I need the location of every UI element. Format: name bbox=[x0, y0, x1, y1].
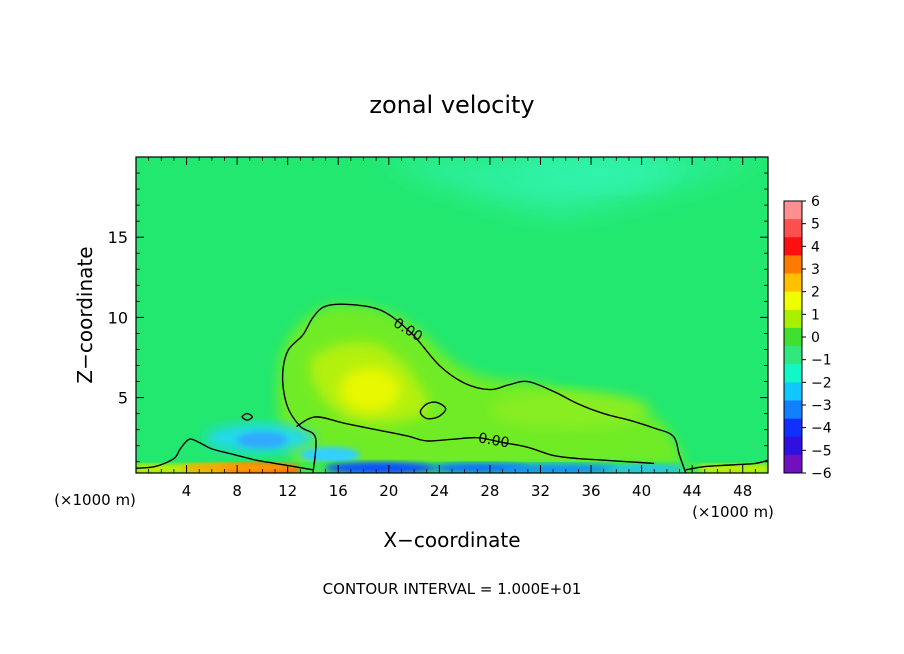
colorbar-label: 2 bbox=[811, 285, 820, 301]
colorbar-swatch bbox=[784, 273, 802, 292]
jet-core bbox=[340, 368, 400, 412]
colorbar-swatch bbox=[784, 346, 802, 365]
colorbar-label: −2 bbox=[811, 375, 832, 391]
colorbar-label: 6 bbox=[811, 194, 820, 210]
colorbar-swatch bbox=[784, 418, 802, 438]
colorbar-label: 0 bbox=[811, 330, 820, 346]
surface-negative-d bbox=[605, 465, 685, 473]
colorbar-swatch bbox=[784, 291, 802, 311]
colorbar-swatch bbox=[784, 327, 802, 347]
colorbar-swatch bbox=[784, 201, 802, 220]
low-negative-mid bbox=[300, 447, 360, 463]
colorbar-swatch bbox=[784, 436, 802, 456]
colorbar-label: −4 bbox=[811, 421, 832, 437]
x-tick-label: 8 bbox=[232, 482, 242, 500]
surface-positive-right bbox=[700, 465, 768, 473]
zero-contour-left bbox=[136, 438, 314, 471]
low-negative-left-core bbox=[237, 432, 287, 448]
positive-tail bbox=[490, 392, 650, 428]
y-tick-label: 5 bbox=[118, 389, 128, 408]
surface-negative-a bbox=[325, 462, 435, 473]
zero-contour-lower bbox=[296, 416, 655, 465]
zero-contour-right bbox=[685, 459, 768, 471]
contour-label: 0.00 bbox=[477, 430, 510, 451]
x-tick-label: 44 bbox=[683, 482, 702, 500]
colorbar-swatch bbox=[784, 309, 802, 329]
x-tick-label: 32 bbox=[531, 482, 550, 500]
upper-negative-region bbox=[380, 157, 768, 215]
colorbar-swatch bbox=[784, 255, 802, 274]
x-tick-label: 48 bbox=[733, 482, 752, 500]
colorbar-label: −5 bbox=[811, 443, 832, 459]
colorbar-swatch bbox=[784, 219, 802, 238]
x-tick-label: 24 bbox=[430, 482, 449, 500]
colorbar-label: −1 bbox=[811, 353, 832, 369]
x-tick-label: 36 bbox=[581, 482, 600, 500]
surface-positive-halo bbox=[180, 463, 300, 473]
x-axis-label: X−coordinate bbox=[383, 528, 520, 552]
zero-contour-upper bbox=[281, 303, 687, 473]
colorbar-swatch bbox=[784, 382, 802, 401]
colorbar-label: −6 bbox=[811, 466, 832, 482]
chart-title: zonal velocity bbox=[369, 91, 534, 119]
x-tick-label: 40 bbox=[632, 482, 651, 500]
colorbar-swatch bbox=[784, 400, 802, 419]
contour-interval-note: CONTOUR INTERVAL = 1.000E+01 bbox=[323, 580, 582, 598]
zero-contour-small bbox=[419, 401, 447, 420]
x-tick-label: 4 bbox=[182, 482, 192, 500]
x-unit-left: (×1000 m) bbox=[54, 491, 136, 509]
x-tick-label: 20 bbox=[379, 482, 398, 500]
heatmap-field: 0.000.00 bbox=[136, 157, 768, 473]
colorbar-label: −3 bbox=[811, 398, 832, 414]
y-tick-label: 15 bbox=[108, 228, 128, 247]
x-tick-label: 16 bbox=[329, 482, 348, 500]
x-axis-ticks: 4 8 12 16 20 24 28 32 36 40 44 48 bbox=[148, 157, 756, 500]
zero-contour-tiny bbox=[241, 412, 254, 421]
surface-negative-c bbox=[500, 464, 620, 473]
y-tick-label: 10 bbox=[108, 308, 128, 327]
colorbar-label: 1 bbox=[811, 307, 820, 323]
colorbar-label: 3 bbox=[811, 262, 820, 278]
y-axis-ticks: 5 10 15 bbox=[108, 172, 768, 463]
colorbar-label: 5 bbox=[811, 217, 820, 233]
colorbar-swatch bbox=[784, 237, 802, 256]
upper-negative-core bbox=[500, 157, 680, 187]
colorbar-swatch bbox=[784, 454, 802, 474]
colorbar-label: 4 bbox=[811, 239, 820, 255]
colorbar-swatch bbox=[784, 364, 802, 383]
y-axis-label: Z−coordinate bbox=[73, 246, 97, 383]
x-tick-label: 28 bbox=[480, 482, 499, 500]
x-tick-label: 12 bbox=[278, 482, 297, 500]
colorbar: 6 5 4 3 2 1 0 −1 −2 −3 −4 −5 −6 bbox=[783, 194, 832, 482]
x-unit-right: (×1000 m) bbox=[692, 503, 774, 521]
